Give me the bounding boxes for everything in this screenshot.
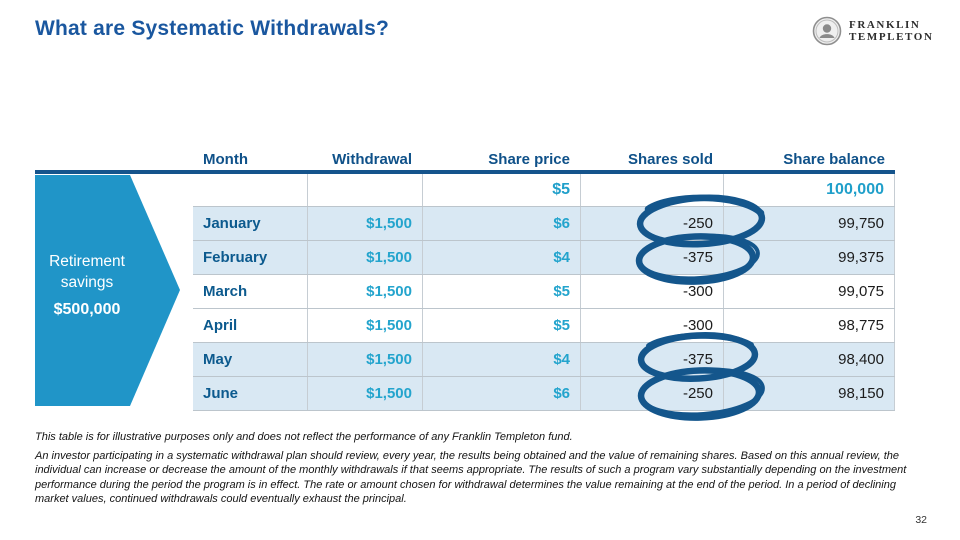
col-header-shares-sold: Shares sold	[627, 150, 713, 168]
cell-share-balance: 99,375	[723, 241, 895, 274]
cell-month: April	[203, 317, 238, 334]
cell-share-price: $5	[422, 174, 580, 206]
cell-shares-sold: -300	[580, 275, 723, 308]
page-title: What are Systematic Withdrawals?	[35, 17, 389, 40]
footnote-details: An investor participating in a systemati…	[35, 449, 907, 506]
cell-withdrawal: $1,500	[307, 343, 422, 376]
cell-shares-sold	[580, 174, 723, 206]
cell-share-price: $4	[422, 343, 580, 376]
cell-shares-sold: -375	[580, 343, 723, 376]
table-row-april: April $1,500 $5 -300 98,775	[193, 309, 895, 343]
retirement-savings-label: Retirement savings $500,000	[33, 251, 141, 320]
cell-withdrawal: $1,500	[307, 377, 422, 410]
table-header-row: Month Withdrawal Share price Shares sold…	[193, 148, 895, 170]
cell-month: February	[203, 249, 268, 266]
cell-share-balance: 99,075	[723, 275, 895, 308]
page-number: 32	[915, 514, 927, 526]
cell-month: January	[203, 215, 261, 232]
cell-withdrawal: $1,500	[307, 309, 422, 342]
chevron-line2: savings	[60, 274, 114, 291]
franklin-portrait-icon	[812, 16, 842, 46]
cell-month	[193, 174, 307, 206]
cell-withdrawal: $1,500	[307, 241, 422, 274]
table-row-march: March $1,500 $5 -300 99,075	[193, 275, 895, 309]
table-row-may: May $1,500 $4 -375 98,400	[193, 343, 895, 377]
footnote-disclaimer: This table is for illustrative purposes …	[35, 431, 573, 443]
cell-shares-sold: -375	[580, 241, 723, 274]
cell-share-price: $5	[422, 309, 580, 342]
table-row-february: February $1,500 $4 -375 99,375	[193, 241, 895, 275]
cell-share-price: $6	[422, 207, 580, 240]
cell-withdrawal: $1,500	[307, 275, 422, 308]
chevron-amount: $500,000	[53, 301, 121, 318]
col-header-share-balance: Share balance	[783, 150, 885, 168]
col-header-withdrawal: Withdrawal	[332, 150, 412, 168]
logo-line2: TEMPLETON	[849, 31, 934, 43]
header-underline	[35, 170, 895, 174]
cell-shares-sold: -250	[580, 377, 723, 410]
footnotes: This table is for illustrative purposes …	[35, 430, 927, 507]
cell-shares-sold: -300	[580, 309, 723, 342]
franklin-templeton-logo: FRANKLIN TEMPLETON	[812, 16, 934, 46]
chevron-line1: Retirement	[49, 253, 125, 270]
cell-month: March	[203, 283, 248, 300]
table-row-january: January $1,500 $6 -250 99,750	[193, 207, 895, 241]
cell-share-balance: 98,400	[723, 343, 895, 376]
cell-share-price: $4	[422, 241, 580, 274]
logo-line1: FRANKLIN	[849, 19, 921, 31]
col-header-share-price: Share price	[488, 150, 570, 168]
cell-month: June	[203, 385, 239, 402]
withdrawal-table: Month Withdrawal Share price Shares sold…	[193, 148, 895, 411]
retirement-savings-chevron	[35, 175, 180, 406]
cell-withdrawal: $1,500	[307, 207, 422, 240]
cell-share-balance: 99,750	[723, 207, 895, 240]
cell-share-price: $5	[422, 275, 580, 308]
cell-withdrawal	[307, 174, 422, 206]
cell-share-price: $6	[422, 377, 580, 410]
cell-month: May	[203, 351, 233, 368]
col-header-month: Month	[203, 150, 248, 168]
cell-shares-sold: -250	[580, 207, 723, 240]
cell-share-balance: 98,775	[723, 309, 895, 342]
cell-share-balance: 100,000	[723, 174, 895, 206]
cell-share-balance: 98,150	[723, 377, 895, 410]
table-row-june: June $1,500 $6 -250 98,150	[193, 377, 895, 411]
logo-wordmark: FRANKLIN TEMPLETON	[849, 19, 934, 43]
table-row-initial: $5 100,000	[193, 174, 895, 207]
